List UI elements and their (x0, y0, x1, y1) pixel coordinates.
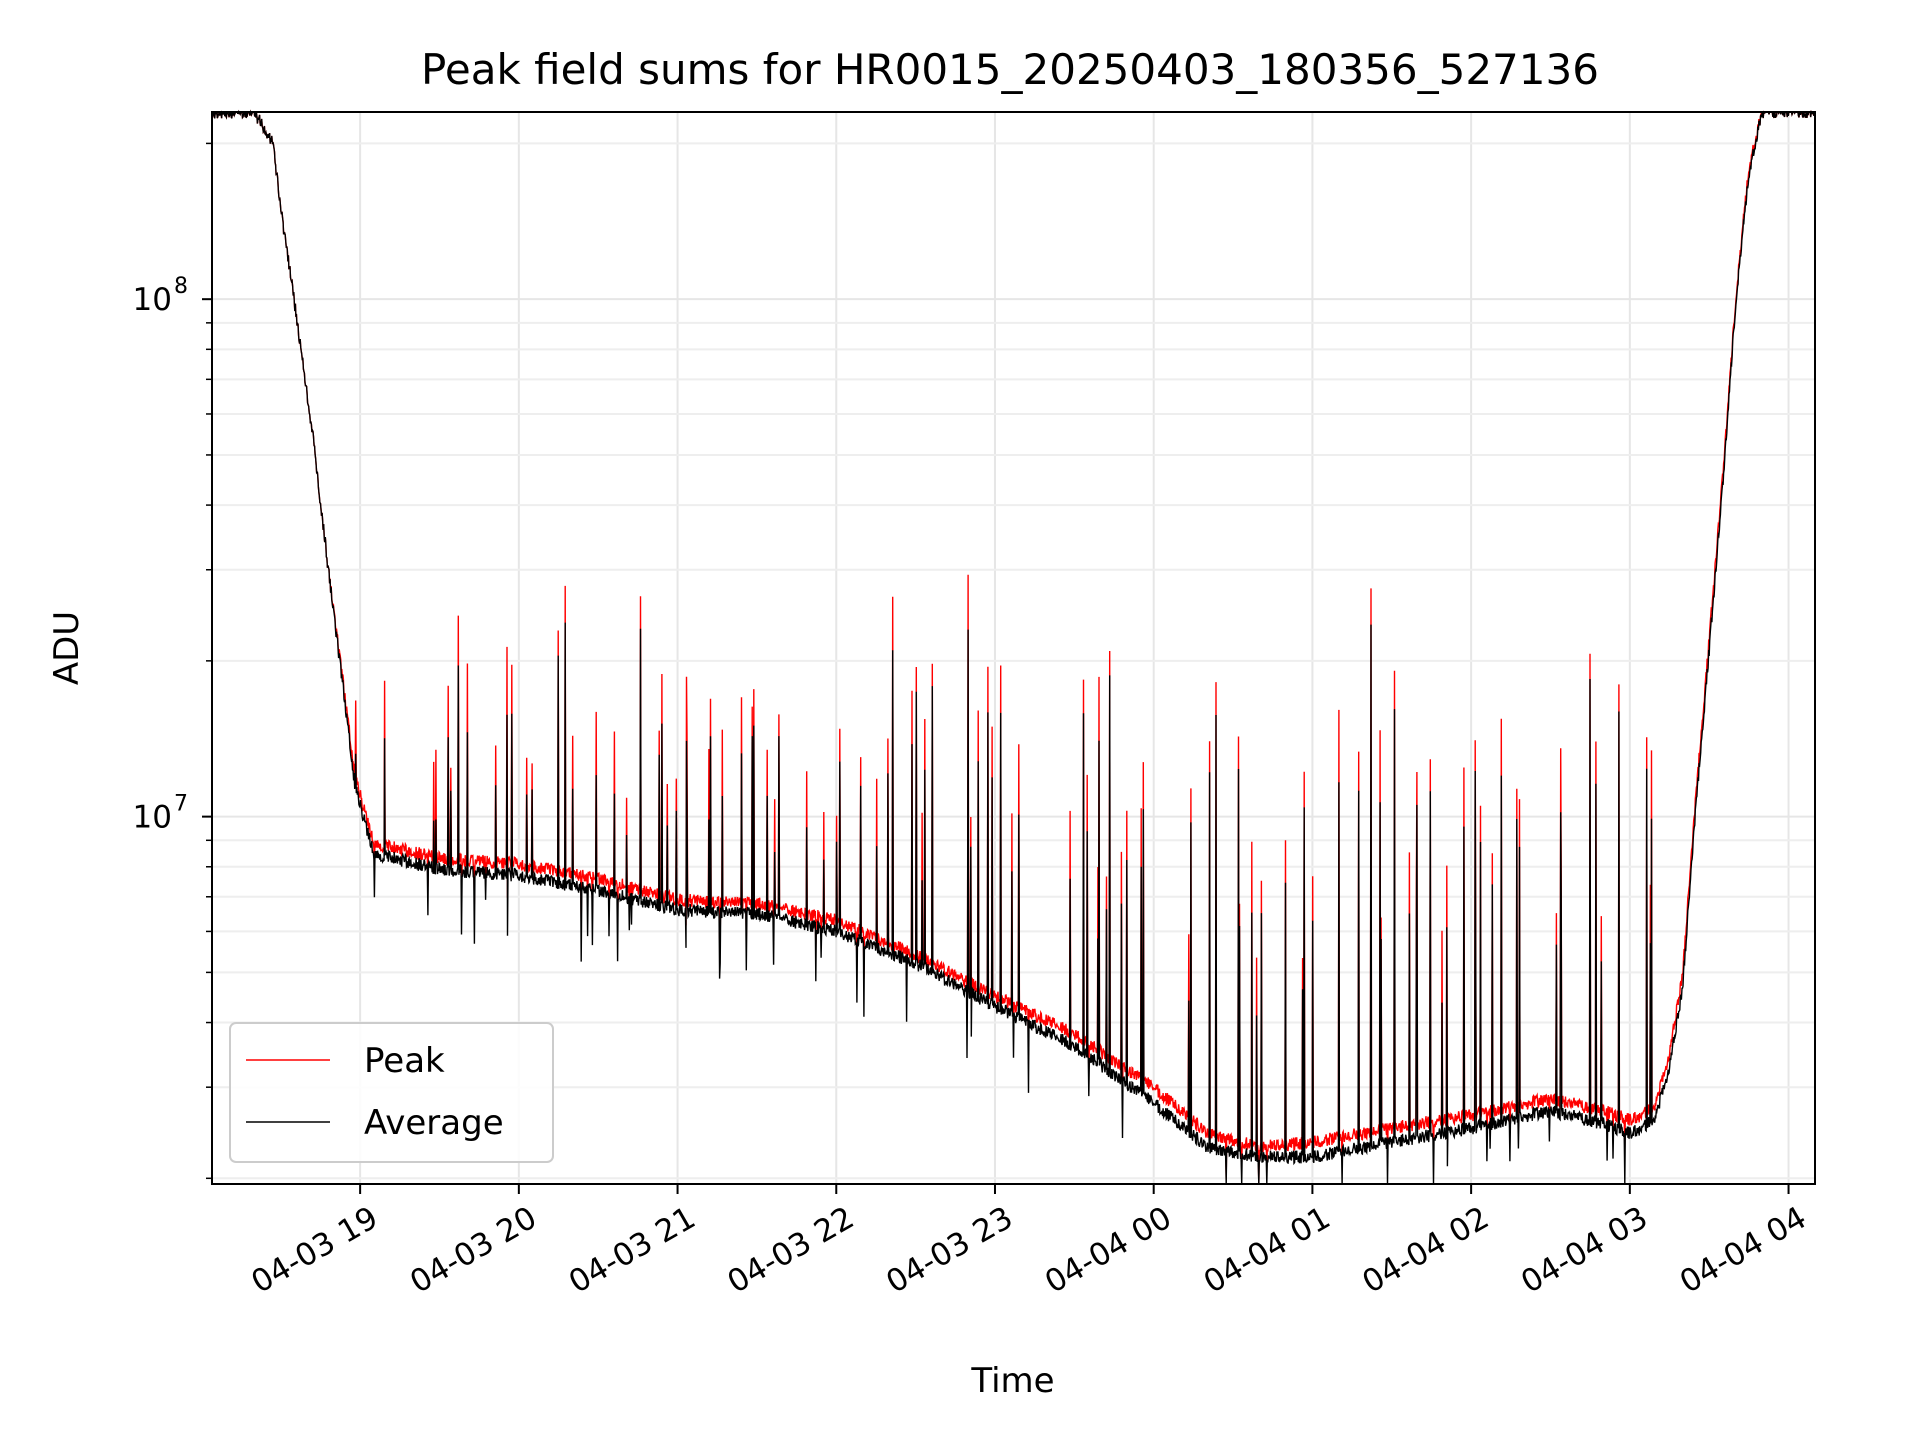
y-tick-exponent: 8 (174, 274, 188, 299)
y-tick-exponent: 7 (174, 792, 188, 817)
plot-series (211, 109, 1816, 1185)
grid (212, 112, 1815, 1184)
chart-title: Peak field sums for HR0015_20250403_1803… (421, 45, 1599, 94)
y-axis-label: ADU (47, 611, 87, 685)
y-tick-label: 10 (133, 800, 172, 836)
series-line-average (211, 109, 1816, 1185)
y-tick-label: 10 (133, 282, 172, 318)
plot-frame (211, 111, 1816, 1185)
legend-peak-label: Peak (364, 1041, 445, 1081)
legend-average-label: Average (364, 1103, 504, 1143)
legend-box (229, 1022, 554, 1163)
legend: Peak Average (229, 1022, 554, 1163)
x-axis-label: Time (970, 1361, 1054, 1401)
